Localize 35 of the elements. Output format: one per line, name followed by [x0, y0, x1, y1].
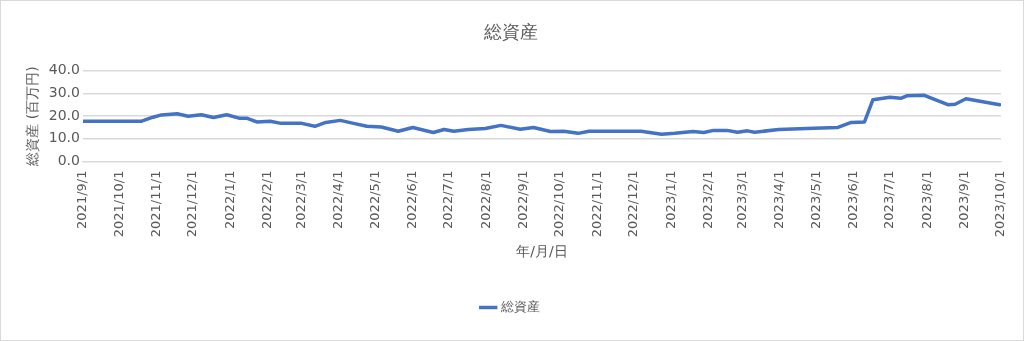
chart-title: 総資産 [483, 21, 538, 43]
x-tick-label: 2021/10/1 [110, 170, 126, 238]
x-tick-label: 2022/7/1 [440, 170, 456, 229]
x-tick-label: 2023/5/1 [807, 170, 823, 229]
x-tick-label: 2022/2/1 [259, 170, 275, 229]
x-tick-label: 2023/8/1 [918, 170, 934, 229]
y-axis-title: 総資産 (百万円) [24, 66, 41, 167]
x-tick-label: 2023/9/1 [956, 170, 972, 229]
x-tick-label: 2023/7/1 [881, 170, 897, 229]
x-tick-label: 2022/12/1 [625, 170, 641, 238]
x-tick-label: 2022/3/1 [292, 170, 308, 229]
x-tick-label: 2023/4/1 [771, 170, 787, 229]
x-tick-label: 2022/8/1 [477, 170, 493, 229]
y-tick-label: 40.0 [48, 61, 80, 78]
y-tick-label: 10.0 [48, 129, 80, 146]
x-tick-label: 2021/9/1 [74, 170, 90, 229]
x-tick-label: 2021/12/1 [184, 170, 200, 238]
legend-label: 総資産 [500, 298, 541, 314]
y-tick-label: 30.0 [48, 83, 80, 100]
x-tick-label: 2022/1/1 [221, 170, 237, 229]
y-tick-label: 20.0 [48, 106, 80, 123]
x-tick-label: 2023/10/1 [992, 170, 1008, 238]
x-tick-label: 2022/4/1 [330, 170, 346, 229]
x-axis-title: 年/月/日 [516, 243, 568, 260]
x-tick-label: 2023/2/1 [700, 170, 716, 229]
x-tick-label: 2023/6/1 [845, 170, 861, 229]
x-tick-label: 2023/1/1 [662, 170, 678, 229]
y-tick-label: 0.0 [57, 152, 80, 169]
x-tick-label: 2022/5/1 [366, 170, 382, 229]
x-tick-label: 2022/11/1 [588, 170, 604, 238]
x-tick-label: 2022/10/1 [551, 170, 567, 238]
x-tick-label: 2022/9/1 [515, 170, 531, 229]
x-tick-label: 2021/11/1 [148, 170, 164, 238]
x-tick-label: 2023/3/1 [733, 170, 749, 229]
x-tick-label: 2022/6/1 [404, 170, 420, 229]
